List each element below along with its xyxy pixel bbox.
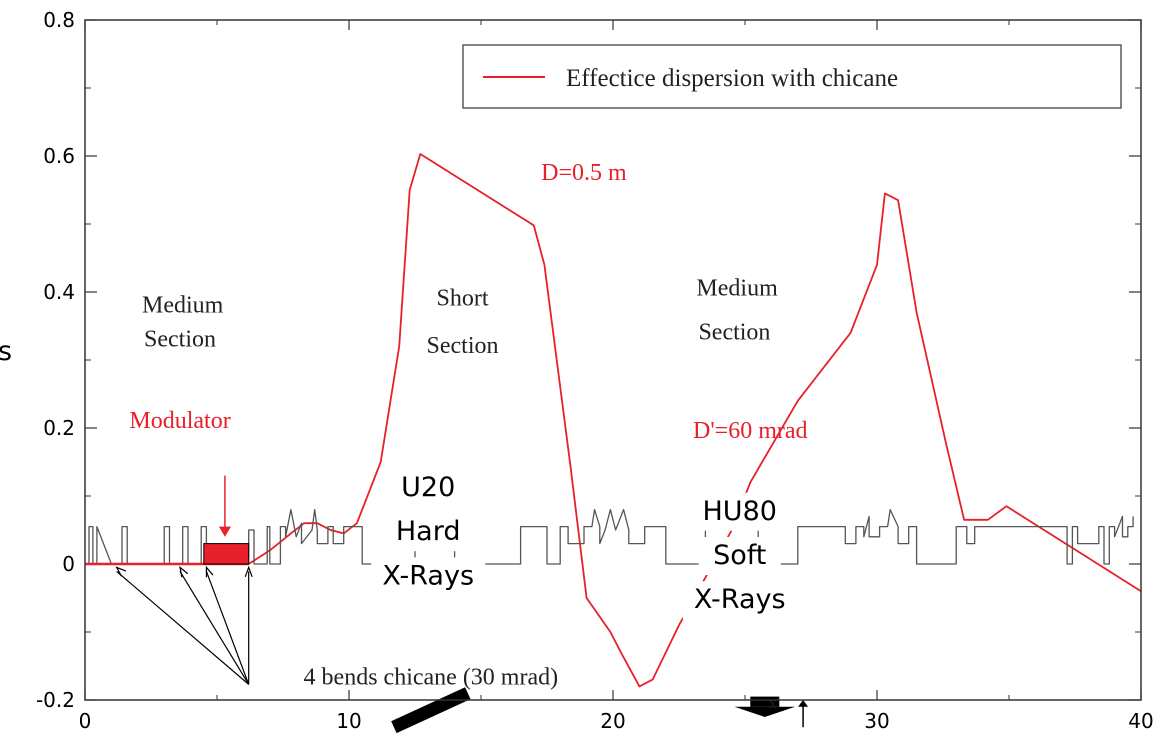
side-fragment-text: s — [0, 336, 12, 367]
chart-annotation: Short — [437, 286, 489, 312]
chart-annotation: 4 bends chicane (30 mrad) — [304, 664, 559, 690]
chart-annotation: Hard — [396, 516, 461, 547]
chart-annotation: Modulator — [129, 408, 230, 434]
bend-pointer-arrowhead — [179, 565, 189, 578]
chart-annotation: X-Rays — [694, 584, 786, 615]
series-layer — [85, 153, 1142, 688]
undulator-label-bg — [371, 557, 486, 596]
bend-pointer-arrow — [179, 571, 250, 685]
modulator-block — [203, 543, 250, 565]
chart-annotation: Soft — [713, 540, 766, 571]
chart-annotation: D=0.5 m — [541, 160, 627, 186]
chart-annotation: X-Rays — [382, 560, 474, 591]
chart-annotation: Medium — [142, 292, 224, 318]
undulator-label-bg — [682, 581, 797, 620]
y-tick-label: 0.8 — [43, 8, 75, 32]
tick-labels: 0 10 20 30 40-0.200.20.40.60.8 — [36, 8, 1153, 733]
chicane-layer — [85, 475, 809, 734]
bend-pointer-arrow — [205, 571, 250, 685]
chart-annotation: D'=60 mrad — [693, 418, 808, 444]
plot-frame — [84, 19, 1142, 701]
annotation-layer: Medium Section Modulator Short Section D=0.5 … — [129, 160, 807, 712]
x-tick-label: 20 — [600, 709, 625, 733]
undulator-label-bg — [698, 537, 781, 575]
y-tick-label: -0.2 — [36, 688, 75, 712]
undulator-label-bg — [698, 492, 781, 531]
x-tick-label: 0 — [79, 709, 92, 733]
chart-annotation: Medium — [696, 275, 778, 301]
bend-pointer-arrowhead — [115, 566, 127, 577]
x-tick-label: 40 — [1128, 709, 1153, 733]
bend-pointer-arrowhead — [244, 565, 253, 577]
chart-annotation: U20 — [401, 472, 455, 503]
legend-label: Effectice dispersion with chicane — [566, 65, 898, 92]
thick-arrow-soft-shaft — [750, 696, 780, 707]
small-up-arrowhead — [798, 700, 809, 707]
y-tick-label: 0.4 — [43, 280, 75, 304]
x-tick-label: 10 — [336, 709, 361, 733]
chart-annotation: Section — [427, 333, 499, 359]
x-tick-label: 30 — [864, 709, 889, 733]
chart-annotation: Section — [144, 326, 216, 352]
magnet-lattice-line — [88, 508, 1134, 565]
y-tick-label: 0 — [62, 552, 75, 576]
chart-annotation: x' — [769, 695, 780, 712]
thick-arrow-hard — [391, 687, 471, 734]
undulator-label-bg — [387, 513, 470, 552]
legend-box — [462, 44, 1122, 109]
y-tick-label: 0.2 — [43, 416, 75, 440]
y-tick-label: 0.6 — [43, 144, 75, 168]
modulator-arrowhead — [218, 526, 231, 537]
chart-annotation: HU80 — [703, 496, 777, 527]
bend-pointer-arrow — [116, 570, 250, 685]
undulator-label-bg — [395, 469, 462, 507]
legend: Effectice dispersion with chicane — [462, 44, 1122, 109]
thick-arrow-soft-head — [734, 706, 796, 717]
chart-annotation: Section — [698, 320, 770, 346]
bend-pointer-arrowhead — [205, 565, 214, 578]
